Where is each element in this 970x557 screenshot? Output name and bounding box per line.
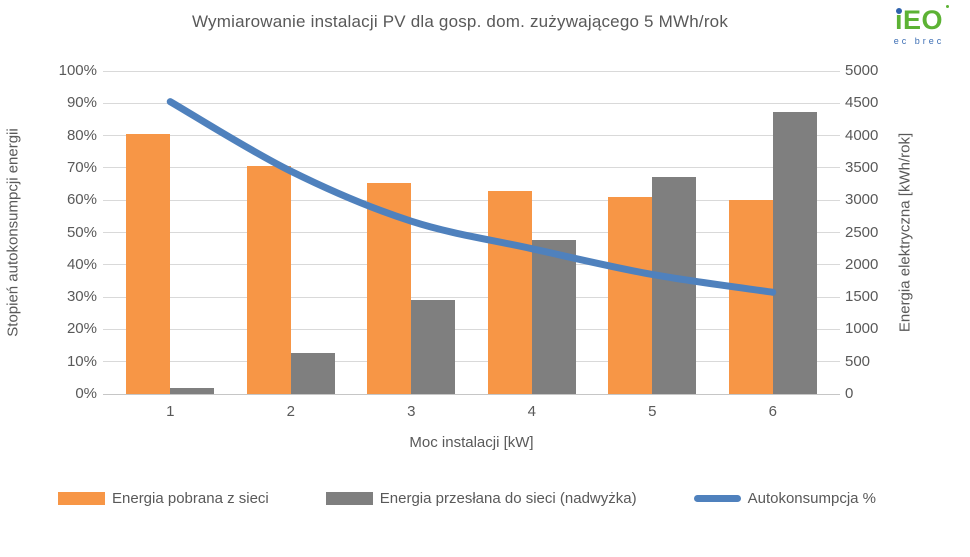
left-axis-tick-label: 10% <box>66 352 97 370</box>
plot-area <box>103 70 840 395</box>
logo-letter-i: ı <box>894 5 903 35</box>
x-axis-tick-label: 2 <box>286 403 295 420</box>
gridline <box>103 167 840 169</box>
left-axis-tick-label: 80% <box>66 126 97 144</box>
bar-energia-pobrana-6 <box>728 200 773 394</box>
bar-energia-przeslana-2 <box>290 353 335 394</box>
gridline <box>103 328 840 330</box>
right-axis-tick-label: 2000 <box>845 255 879 273</box>
x-axis-tick-label: 6 <box>768 403 777 420</box>
gridline <box>103 135 840 137</box>
right-axis-tick-label: 1000 <box>845 320 879 338</box>
left-axis-tick-label: 20% <box>66 320 97 338</box>
gridline <box>103 70 840 72</box>
right-axis-tick-label: 0 <box>845 385 854 402</box>
logo-subtext: ec brec <box>893 36 945 46</box>
legend-swatch-line-3 <box>693 495 741 502</box>
bar-energia-przeslana-4 <box>531 239 576 394</box>
bar-energia-przeslana-1 <box>170 387 215 394</box>
legend-swatch-bar-1 <box>58 492 105 505</box>
x-axis-title: Moc instalacji [kW] <box>409 434 534 451</box>
ieo-logo: ı EO ec brec <box>884 5 954 46</box>
bar-energia-pobrana-2 <box>246 165 291 394</box>
logo-i-dot <box>895 8 902 14</box>
gridline <box>103 232 840 233</box>
right-axis-tick-label: 5000 <box>845 62 879 79</box>
legend: Energia pobrana z sieci Energia przesłana… <box>58 490 876 507</box>
left-axis-tick-label: 30% <box>66 288 97 306</box>
bar-energia-pobrana-4 <box>487 190 532 394</box>
right-axis-tick-label: 4000 <box>845 126 879 144</box>
logo-text: ı EO <box>894 5 950 35</box>
right-axis-tick-label: 3000 <box>845 191 879 209</box>
legend-item-1: Energia pobrana z sieci <box>58 490 269 507</box>
gridline <box>103 102 840 104</box>
legend-item-2: Energia przesłana do sieci (nadwyżka) <box>325 490 637 507</box>
right-axis-tick-label: 2500 <box>845 223 879 241</box>
left-axis-tick-label: 0% <box>75 385 97 402</box>
gridline <box>103 264 840 266</box>
legend-label-2: Energia przesłana do sieci (nadwyżka) <box>379 490 637 507</box>
bar-energia-pobrana-5 <box>608 196 653 394</box>
bar-energia-przeslana-5 <box>652 176 697 394</box>
legend-swatch-bar-2 <box>325 492 373 505</box>
right-axis-tick-label: 500 <box>845 352 871 370</box>
legend-label-3: Autokonsumpcja % <box>747 490 876 507</box>
left-axis-tick-label: 50% <box>66 223 97 241</box>
gridline <box>103 296 840 298</box>
left-axis-tick-label: 90% <box>66 94 97 112</box>
x-axis-tick-label: 4 <box>527 403 536 420</box>
x-axis-tick-label: 1 <box>166 403 175 420</box>
legend-label-1: Energia pobrana z sieci <box>112 490 269 507</box>
right-axis-tick-label: 3500 <box>845 158 879 176</box>
x-axis-tick-label: 3 <box>407 403 416 420</box>
autokonsumpcja-line <box>166 98 777 296</box>
gridline <box>103 393 840 395</box>
logo-trademark-dot <box>946 5 950 8</box>
gridline <box>103 199 840 201</box>
chart-title: Wymiarowanie instalacji PV dla gosp. dom… <box>191 12 729 31</box>
bar-energia-przeslana-3 <box>411 300 456 394</box>
logo-letters-eo: EO <box>903 5 944 35</box>
bar-energia-pobrana-1 <box>126 133 171 394</box>
left-axis-tick-label: 40% <box>66 255 97 273</box>
gridline <box>103 361 840 363</box>
bar-energia-przeslana-6 <box>772 111 817 394</box>
left-axis-tick-label: 70% <box>66 158 97 176</box>
legend-item-3: Autokonsumpcja % <box>693 490 876 507</box>
left-axis-tick-label: 100% <box>58 62 97 79</box>
left-axis-tick-label: 60% <box>66 191 97 209</box>
right-axis-tick-label: 4500 <box>845 94 879 112</box>
x-axis-tick-label: 5 <box>648 403 657 420</box>
left-axis-title: Stopień autokonsumpcji energii <box>4 128 22 337</box>
right-axis-tick-label: 1500 <box>845 288 879 306</box>
